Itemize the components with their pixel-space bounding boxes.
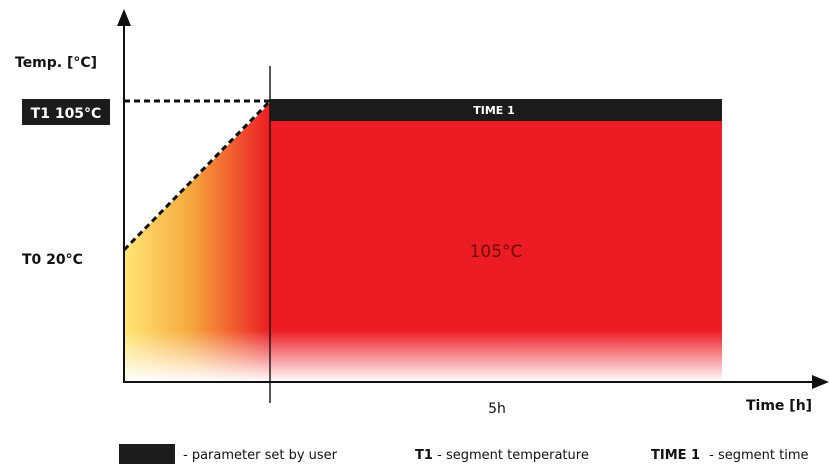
legend-t1-key: T1 (415, 448, 433, 463)
hold-temperature-label: 105°C (470, 242, 523, 262)
y-axis-label: Temp. [°C] (15, 55, 97, 71)
ramp-segment (124, 103, 270, 382)
bottom-fade (124, 330, 722, 382)
time-bar (270, 99, 722, 121)
ramp-dashed-line (122, 99, 272, 252)
t1-label: T1 105°C (31, 106, 102, 122)
x-axis-arrow (812, 375, 829, 389)
legend-time-key: TIME 1 (651, 448, 700, 463)
legend-time-text: - segment time (705, 448, 808, 463)
x-axis-label: Time [h] (746, 398, 812, 414)
t1-label-box (22, 99, 110, 125)
legend-t1-text: - segment temperature (433, 448, 589, 463)
time-bar-label: TIME 1 (473, 104, 515, 117)
legend-user-param-swatch (119, 444, 175, 464)
t0-label: T0 20°C (22, 252, 83, 268)
legend-user-param-text: - parameter set by user (183, 448, 338, 463)
duration-label: 5h (488, 401, 506, 417)
y-axis-arrow (117, 9, 131, 26)
